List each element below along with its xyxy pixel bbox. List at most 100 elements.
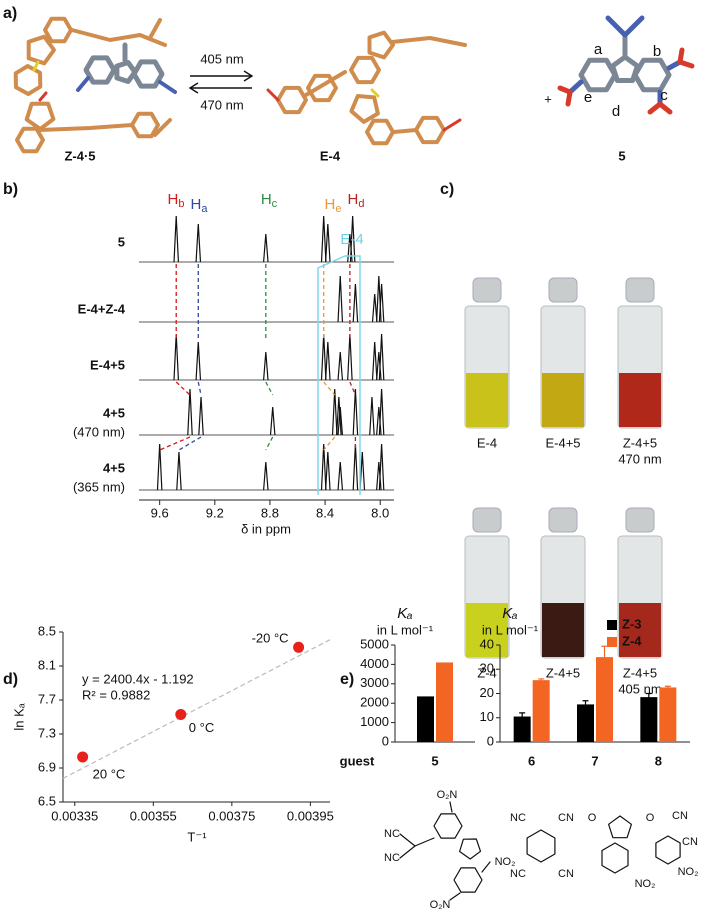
bar	[577, 704, 594, 742]
x-tick-label: 0.00395	[287, 808, 334, 823]
x-tick-label: 5	[431, 753, 438, 768]
molecule-bond	[565, 89, 573, 107]
structure-label: NO₂	[635, 878, 656, 890]
nmr-peak	[320, 215, 327, 263]
vial-label: Z-4+5	[546, 665, 580, 680]
error-bar	[519, 712, 526, 721]
structure-label: O	[588, 812, 597, 824]
x-tick-label: 8	[655, 753, 662, 768]
connector	[175, 381, 191, 396]
nmr-peak	[325, 451, 331, 491]
spectrum-label: (470 nm)	[73, 424, 125, 439]
nmr-peak	[352, 283, 359, 323]
vial-liquid	[466, 603, 508, 657]
molecule-bond	[605, 15, 628, 38]
y-tick-label: 2000	[360, 695, 389, 710]
molecule-bond	[414, 837, 435, 847]
connector	[159, 436, 191, 451]
spectrum-label: 4+5	[103, 405, 125, 420]
nmr-peak	[352, 443, 359, 491]
molecule-bond	[153, 118, 172, 137]
molecule-bond	[148, 18, 162, 40]
point-label: 0 °C	[189, 720, 214, 735]
nmr-peak	[176, 451, 182, 491]
nmr-peak	[337, 351, 344, 381]
panel-label: d)	[3, 671, 18, 688]
peak-label-main: H	[261, 191, 272, 208]
error-bar	[645, 692, 652, 702]
peak-label-sub: e	[335, 203, 341, 215]
peak-label-main: H	[325, 196, 336, 213]
bar	[659, 687, 677, 742]
x-tick-label: 0.00375	[208, 808, 255, 823]
y-axis-title: in L mol⁻¹	[482, 622, 539, 637]
structure-label: CN	[682, 836, 698, 848]
x-tick-label: 6	[528, 753, 535, 768]
molecule-bond	[442, 118, 462, 132]
molecule-bond	[370, 88, 380, 98]
y-axis-title: ln Kₐ	[11, 703, 26, 730]
molecule-bond	[266, 88, 280, 102]
bar	[513, 716, 531, 742]
molecule-ring	[655, 835, 681, 865]
molecule-bond	[70, 28, 167, 47]
structure-label: NC	[384, 828, 400, 840]
data-point	[293, 641, 305, 653]
molecule-ring	[365, 118, 395, 146]
peak-label: E-4	[340, 231, 363, 248]
vial-cap	[625, 277, 655, 303]
x-axis-title: T⁻¹	[187, 829, 207, 844]
nmr-peak	[187, 388, 193, 436]
molecule-ring	[453, 867, 483, 893]
y-tick-label: 8.5	[38, 623, 56, 638]
peak-label-sub: b	[178, 198, 184, 210]
trendline	[62, 639, 331, 779]
molecule-ring	[15, 126, 45, 154]
molecule-ring	[607, 815, 633, 839]
atom-position: a	[594, 41, 603, 58]
structure-label: CN	[558, 812, 574, 824]
nmr-peak	[337, 461, 344, 491]
spectrum-label: (365 nm)	[73, 479, 125, 494]
molecule-bond	[76, 76, 90, 92]
molecule-bond	[390, 36, 467, 47]
molecule-bond	[392, 128, 418, 134]
y-axis-title: in L mol⁻¹	[377, 622, 434, 637]
connector	[265, 436, 274, 451]
atom-position: c	[660, 87, 668, 104]
nmr-peak	[198, 396, 204, 436]
molecule-ring	[306, 73, 338, 103]
atom-position: b	[653, 43, 661, 60]
annotation: y = 2400.4x - 1.192	[82, 671, 194, 686]
vial-liquid	[619, 373, 661, 427]
nmr-peak	[336, 396, 342, 436]
nmr-peak	[337, 406, 344, 436]
arrow-head	[243, 70, 254, 82]
arrow-head	[188, 82, 199, 94]
compound-label: 5	[618, 148, 625, 163]
nmr-peak	[378, 283, 385, 323]
bar	[532, 680, 550, 742]
legend-swatch	[607, 620, 617, 630]
molecule-bond	[158, 80, 177, 94]
nmr-peak	[371, 293, 378, 323]
molecule-ring	[349, 94, 380, 124]
vial-liquid	[466, 373, 508, 427]
vial-liquid	[542, 603, 584, 657]
molecule-bond	[399, 845, 416, 859]
compound-label: Z-4·5	[64, 148, 95, 163]
vial-label: 405 nm	[618, 681, 661, 696]
molecule-ring	[433, 813, 463, 839]
vial-label: Z-4+5	[623, 435, 657, 450]
nmr-peak	[195, 223, 202, 263]
nmr-peak	[173, 333, 180, 381]
molecule-ring	[601, 842, 629, 874]
panel-label: e)	[340, 671, 354, 688]
y-tick-label: 8.1	[38, 657, 56, 672]
data-point	[77, 751, 89, 763]
nmr-peak	[173, 215, 180, 263]
e4-bracket	[317, 255, 361, 495]
y-tick-label: 0	[487, 733, 494, 748]
peak-label: Hb	[168, 191, 185, 210]
